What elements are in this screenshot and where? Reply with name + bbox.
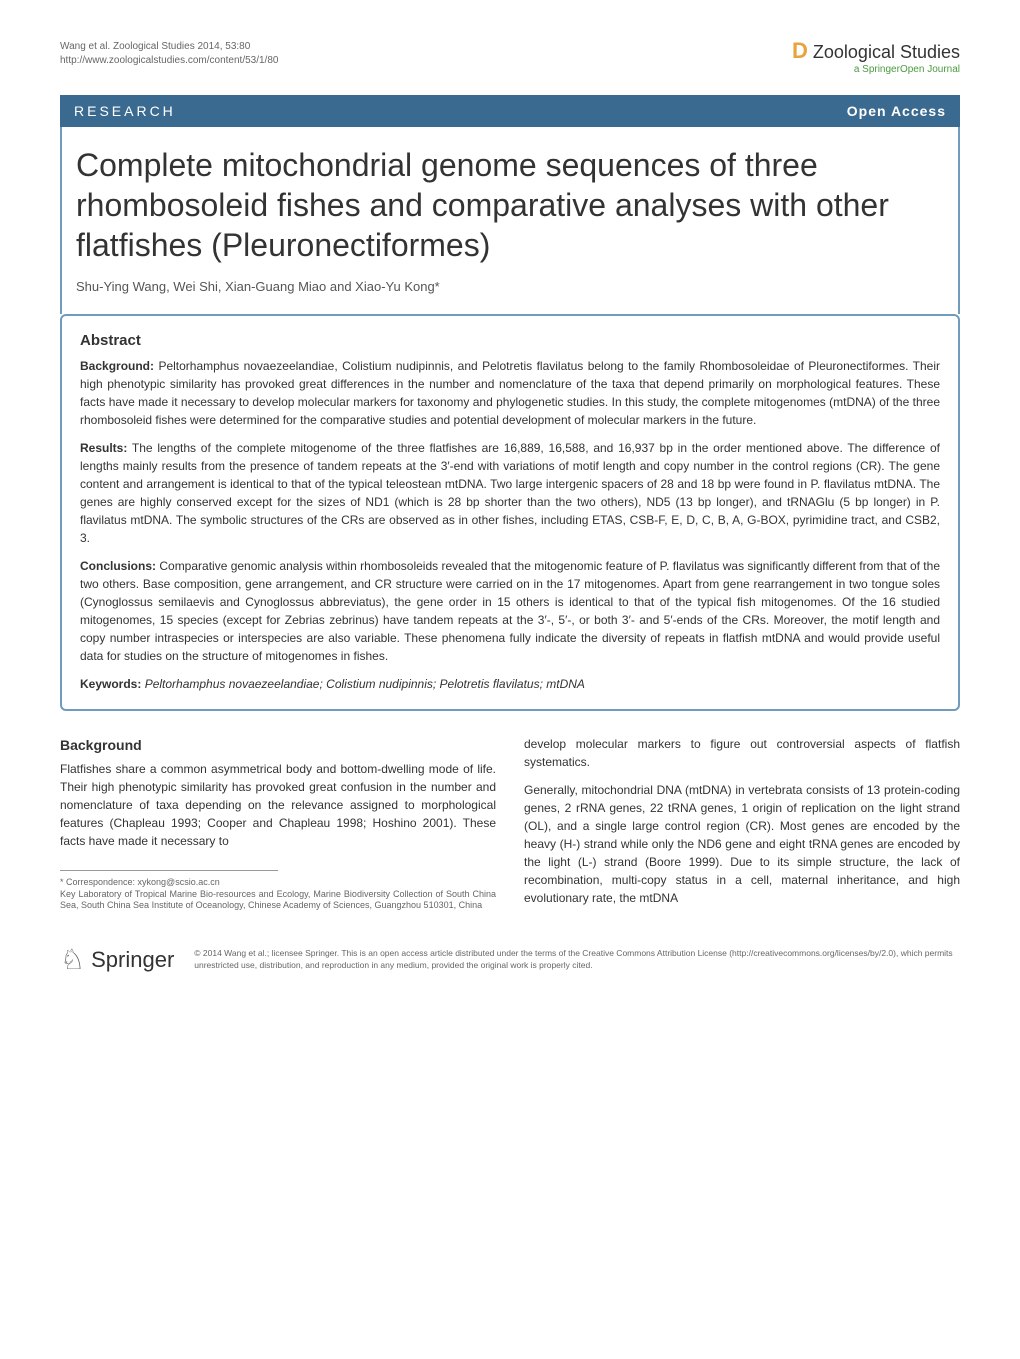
body-columns: Background Flatfishes share a common asy… bbox=[60, 735, 960, 917]
journal-logo-letter: D bbox=[792, 38, 808, 63]
license-text: © 2014 Wang et al.; licensee Springer. T… bbox=[194, 948, 960, 970]
results-text: The lengths of the complete mitogenome o… bbox=[80, 441, 940, 545]
affiliation-footnote: Key Laboratory of Tropical Marine Bio-re… bbox=[60, 889, 496, 912]
right-para-1: develop molecular markers to figure out … bbox=[524, 735, 960, 771]
conclusions-label: Conclusions: bbox=[80, 559, 156, 573]
article-title: Complete mitochondrial genome sequences … bbox=[60, 127, 960, 275]
keywords-line: Keywords: Peltorhamphus novaezeelandiae;… bbox=[80, 675, 940, 693]
springer-logo: ♘ Springer bbox=[60, 943, 174, 976]
results-label: Results: bbox=[80, 441, 127, 455]
springer-horse-icon: ♘ bbox=[60, 943, 85, 976]
right-para-2: Generally, mitochondrial DNA (mtDNA) in … bbox=[524, 781, 960, 907]
right-column: develop molecular markers to figure out … bbox=[524, 735, 960, 917]
article-type-label: RESEARCH bbox=[74, 103, 176, 119]
abstract-results: Results: The lengths of the complete mit… bbox=[80, 439, 940, 547]
background-section-heading: Background bbox=[60, 735, 496, 756]
authors-line: Shu-Ying Wang, Wei Shi, Xian-Guang Miao … bbox=[60, 275, 960, 314]
footer-block: ♘ Springer © 2014 Wang et al.; licensee … bbox=[60, 943, 960, 976]
open-access-label: Open Access bbox=[847, 103, 946, 119]
left-column: Background Flatfishes share a common asy… bbox=[60, 735, 496, 917]
page-header: Wang et al. Zoological Studies 2014, 53:… bbox=[60, 40, 960, 75]
keywords-label: Keywords: bbox=[80, 677, 141, 691]
footnote-separator bbox=[60, 870, 278, 877]
abstract-background: Background: Peltorhamphus novaezeelandia… bbox=[80, 357, 940, 429]
journal-name-text: Zoological Studies bbox=[808, 42, 960, 62]
conclusions-text: Comparative genomic analysis within rhom… bbox=[80, 559, 940, 663]
background-para-1: Flatfishes share a common asymmetrical b… bbox=[60, 760, 496, 850]
abstract-box: Abstract Background: Peltorhamphus novae… bbox=[60, 314, 960, 711]
abstract-conclusions: Conclusions: Comparative genomic analysi… bbox=[80, 557, 940, 665]
article-type-banner: RESEARCH Open Access bbox=[60, 95, 960, 127]
background-text: Peltorhamphus novaezeelandiae, Colistium… bbox=[80, 359, 940, 427]
keywords-text: Peltorhamphus novaezeelandiae; Colistium… bbox=[141, 677, 585, 691]
correspondence-footnote: * Correspondence: xykong@scsio.ac.cn bbox=[60, 877, 496, 889]
background-label: Background: bbox=[80, 359, 154, 373]
abstract-heading: Abstract bbox=[80, 332, 940, 349]
springer-text: Springer bbox=[91, 947, 174, 973]
